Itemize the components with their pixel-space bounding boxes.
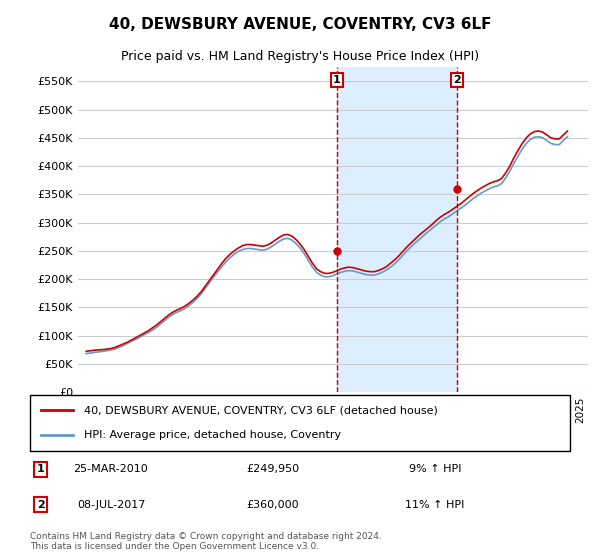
Text: 1: 1 <box>37 464 44 474</box>
Text: £360,000: £360,000 <box>247 500 299 510</box>
Text: 40, DEWSBURY AVENUE, COVENTRY, CV3 6LF: 40, DEWSBURY AVENUE, COVENTRY, CV3 6LF <box>109 17 491 32</box>
Text: 2: 2 <box>37 500 44 510</box>
Text: 25-MAR-2010: 25-MAR-2010 <box>74 464 148 474</box>
Text: £249,950: £249,950 <box>247 464 299 474</box>
Text: 9% ↑ HPI: 9% ↑ HPI <box>409 464 461 474</box>
Text: 08-JUL-2017: 08-JUL-2017 <box>77 500 145 510</box>
Text: 11% ↑ HPI: 11% ↑ HPI <box>406 500 464 510</box>
Text: HPI: Average price, detached house, Coventry: HPI: Average price, detached house, Cove… <box>84 430 341 440</box>
Text: Contains HM Land Registry data © Crown copyright and database right 2024.
This d: Contains HM Land Registry data © Crown c… <box>30 532 382 552</box>
FancyBboxPatch shape <box>30 395 570 451</box>
Text: 1: 1 <box>333 75 341 85</box>
Bar <box>337 67 457 392</box>
Text: 40, DEWSBURY AVENUE, COVENTRY, CV3 6LF (detached house): 40, DEWSBURY AVENUE, COVENTRY, CV3 6LF (… <box>84 405 438 416</box>
Text: 2: 2 <box>453 75 461 85</box>
Text: Price paid vs. HM Land Registry's House Price Index (HPI): Price paid vs. HM Land Registry's House … <box>121 50 479 63</box>
